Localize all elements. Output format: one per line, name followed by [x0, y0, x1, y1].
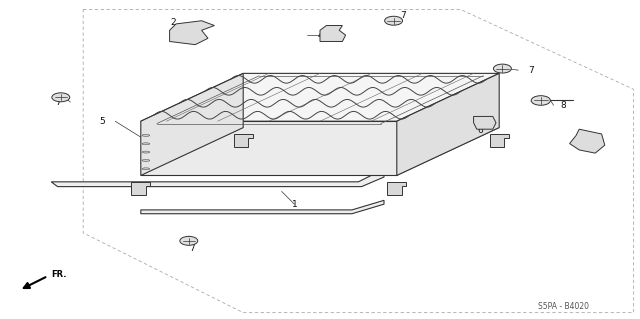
Ellipse shape — [142, 168, 150, 170]
Ellipse shape — [142, 160, 150, 161]
Circle shape — [385, 16, 403, 25]
Polygon shape — [570, 129, 605, 153]
Polygon shape — [51, 169, 384, 187]
Polygon shape — [397, 73, 499, 175]
Text: 1: 1 — [292, 200, 297, 209]
Polygon shape — [234, 134, 253, 147]
Text: 3: 3 — [599, 139, 604, 148]
Circle shape — [180, 236, 198, 245]
Text: 7: 7 — [55, 98, 60, 107]
Polygon shape — [141, 73, 499, 121]
Polygon shape — [490, 134, 509, 147]
Text: 6: 6 — [477, 126, 483, 135]
Polygon shape — [141, 121, 397, 175]
Ellipse shape — [142, 151, 150, 153]
Polygon shape — [141, 128, 499, 175]
Polygon shape — [131, 182, 150, 195]
Polygon shape — [474, 116, 496, 129]
Circle shape — [531, 96, 550, 105]
Polygon shape — [387, 182, 406, 195]
Polygon shape — [141, 73, 243, 175]
Text: 7: 7 — [189, 244, 195, 253]
Circle shape — [493, 64, 511, 73]
Text: S5PA - B4020: S5PA - B4020 — [538, 302, 589, 311]
Text: 5: 5 — [100, 117, 105, 126]
Text: 4: 4 — [317, 31, 323, 40]
Ellipse shape — [142, 143, 150, 145]
Circle shape — [52, 93, 70, 102]
Polygon shape — [141, 200, 384, 214]
Text: 8: 8 — [561, 101, 566, 110]
Text: 2: 2 — [170, 18, 175, 27]
Text: FR.: FR. — [51, 270, 67, 279]
Polygon shape — [170, 21, 214, 45]
Text: 7: 7 — [401, 11, 406, 20]
Polygon shape — [320, 26, 346, 41]
Ellipse shape — [142, 134, 150, 136]
Text: 7: 7 — [529, 66, 534, 75]
